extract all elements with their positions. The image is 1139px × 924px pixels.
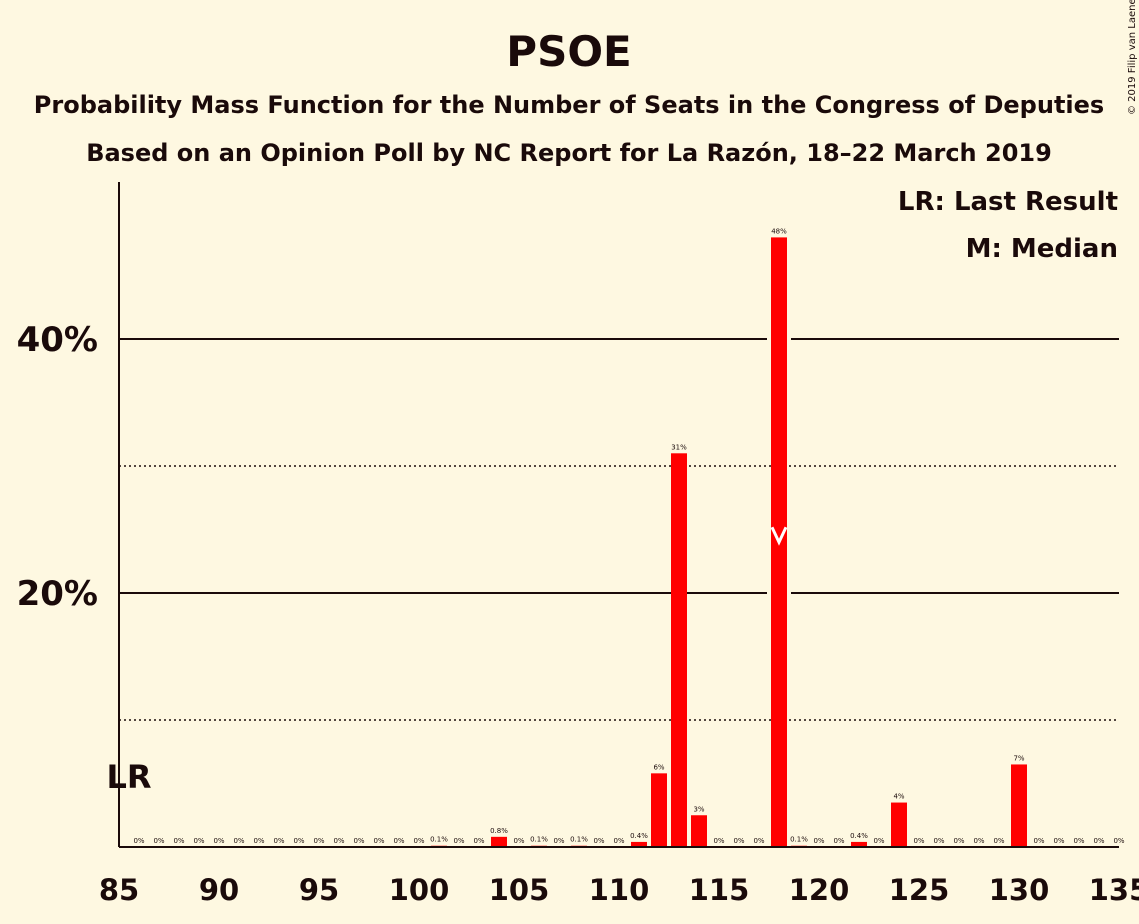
- x-tick-label: 130: [989, 873, 1050, 907]
- chart-subtitle-1: Probability Mass Function for the Number…: [34, 91, 1104, 119]
- bar-value-label: 0%: [313, 837, 324, 845]
- bar-value-label: 0%: [353, 837, 364, 845]
- bar-value-label: 0%: [253, 837, 264, 845]
- bar-value-label: 0%: [193, 837, 204, 845]
- bar-value-label: 0%: [613, 837, 624, 845]
- bar: [851, 841, 867, 847]
- bar-value-label: 0%: [1093, 837, 1104, 845]
- bar: [671, 453, 687, 847]
- bar-value-label: 0%: [173, 837, 184, 845]
- bar-value-label: 0%: [293, 837, 304, 845]
- bar-value-label: 0%: [153, 837, 164, 845]
- y-tick-label: 40%: [17, 320, 98, 360]
- copyright-notice: © 2019 Filip van Laenen: [1127, 0, 1138, 115]
- bar-value-label: 0%: [753, 837, 764, 845]
- bar-value-label: 0.1%: [790, 836, 808, 844]
- x-tick-label: 110: [589, 873, 650, 907]
- bar-value-label: 3%: [693, 805, 704, 813]
- bar-value-label: 0%: [553, 837, 564, 845]
- x-tick-label: 85: [99, 873, 139, 907]
- bar-value-label: 0%: [953, 837, 964, 845]
- bar-value-label: 0%: [913, 837, 924, 845]
- bar-value-label: 0%: [453, 837, 464, 845]
- chart-subtitle-2: Based on an Opinion Poll by NC Report fo…: [86, 139, 1052, 167]
- x-tick-label: 120: [789, 873, 850, 907]
- bar-value-label: 0%: [373, 837, 384, 845]
- bar-value-label: 48%: [771, 227, 787, 235]
- bar-value-label: 0%: [233, 837, 244, 845]
- bar: [651, 773, 667, 847]
- bar-value-label: 0%: [1073, 837, 1084, 845]
- bar-value-label: 0%: [933, 837, 944, 845]
- bar-value-label: 0%: [333, 837, 344, 845]
- bar-value-label: 31%: [671, 443, 687, 451]
- bar-value-label: 0%: [973, 837, 984, 845]
- bar-value-label: 0%: [713, 837, 724, 845]
- bar-value-label: 0%: [273, 837, 284, 845]
- x-tick-label: 95: [299, 873, 339, 907]
- bar-value-label: 0%: [413, 837, 424, 845]
- bar-value-label: 0%: [213, 837, 224, 845]
- x-tick-label: 115: [689, 873, 750, 907]
- gridlines: [119, 337, 1119, 721]
- bar-value-label: 0%: [733, 837, 744, 845]
- x-tick-label: 90: [199, 873, 239, 907]
- bar: [691, 815, 707, 847]
- bar-value-label: 0%: [593, 837, 604, 845]
- bar: [1011, 764, 1027, 847]
- last-result-label: LR: [106, 758, 151, 796]
- bar-value-label: 6%: [653, 763, 664, 771]
- bar-labels: 0% 0% 0% 0% 0% 0% 0% 0% 0% 0% 0% 0% 0% 0% 0% 0.1% 0% 0% 0.…: [133, 227, 1124, 845]
- bar: [891, 802, 907, 847]
- chart-title: PSOE: [506, 27, 631, 76]
- bar-value-label: 0%: [993, 837, 1004, 845]
- x-tick-label: 135: [1089, 873, 1139, 907]
- bar-value-label: 0%: [873, 837, 884, 845]
- bar: [631, 841, 647, 847]
- bar: [491, 836, 507, 847]
- bar-value-label: 7%: [1013, 754, 1024, 762]
- x-tick-labels: 85 90 95 100 105 110 115 120 125 130 135: [99, 873, 1139, 907]
- bar-value-label: 0.8%: [490, 827, 508, 835]
- bar-value-label: 0.1%: [530, 836, 548, 844]
- bar-value-label: 0%: [473, 837, 484, 845]
- y-tick-label: 20%: [17, 574, 98, 614]
- bar-value-label: 0.4%: [630, 832, 648, 840]
- x-tick-label: 105: [489, 873, 550, 907]
- bar-value-label: 0%: [1033, 837, 1044, 845]
- bar-value-label: 0%: [393, 837, 404, 845]
- legend-median: M: Median: [966, 234, 1118, 264]
- bar-value-label: 0%: [833, 837, 844, 845]
- bar-value-label: 4%: [893, 793, 904, 801]
- bar-value-label: 0%: [1113, 837, 1124, 845]
- x-tick-label: 125: [889, 873, 950, 907]
- bar-value-label: 0%: [1053, 837, 1064, 845]
- bar-value-label: 0.1%: [570, 836, 588, 844]
- bar-value-label: 0%: [133, 837, 144, 845]
- bar-value-label: 0.1%: [430, 836, 448, 844]
- bar-value-label: 0%: [513, 837, 524, 845]
- legend-last-result: LR: Last Result: [898, 187, 1118, 217]
- bar-value-label: 0%: [813, 837, 824, 845]
- median-marker: [770, 526, 788, 546]
- bar-value-label: 0.4%: [850, 832, 868, 840]
- x-tick-label: 100: [389, 873, 450, 907]
- y-tick-labels: 20% 40%: [17, 320, 98, 614]
